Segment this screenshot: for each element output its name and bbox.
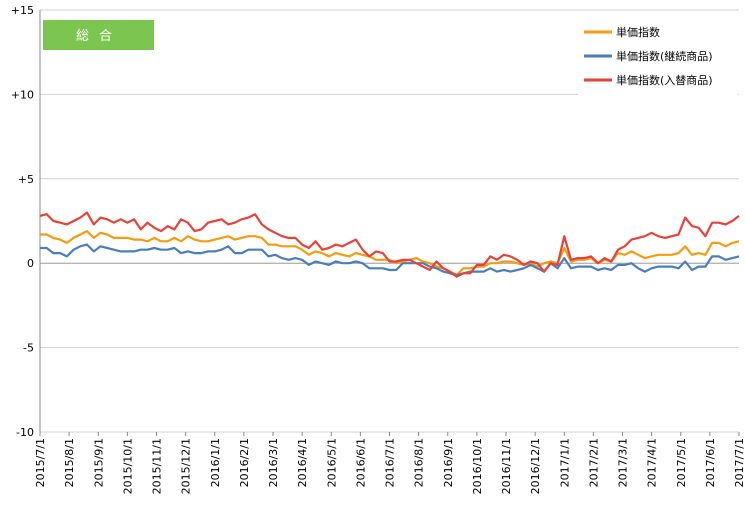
x-tick-label: 2015/12/1 bbox=[180, 438, 193, 494]
series-line-2 bbox=[40, 243, 740, 277]
y-tick-label: +15 bbox=[11, 4, 34, 17]
x-tick-label: 2015/8/1 bbox=[63, 438, 76, 487]
x-tick-label: 2016/8/1 bbox=[413, 438, 426, 487]
x-tick-label: 2016/5/1 bbox=[325, 438, 338, 487]
chart-badge-text: 総合 bbox=[76, 29, 122, 44]
legend-label: 単価指数 bbox=[616, 25, 660, 39]
x-tick-label: 2016/9/1 bbox=[442, 438, 455, 487]
x-tick-label: 2017/5/1 bbox=[675, 438, 688, 487]
chart-badge: 総合 bbox=[43, 20, 154, 50]
chart-badge-background bbox=[43, 20, 154, 50]
x-tick-labels: 2015/7/1 2015/8/1 2015/9/1 2015/10/1 2015/11… bbox=[34, 432, 745, 494]
x-tick-label: 2016/11/1 bbox=[500, 438, 513, 494]
x-tick-label: 2017/2/1 bbox=[587, 438, 600, 487]
x-tick-label: 2017/1/1 bbox=[558, 438, 571, 487]
x-tick-label: 2016/2/1 bbox=[238, 438, 251, 487]
series-lines bbox=[39, 211, 740, 278]
x-tick-label: 2015/10/1 bbox=[121, 438, 134, 494]
x-tick-label: 2017/4/1 bbox=[646, 438, 659, 487]
gridlines bbox=[40, 9, 739, 433]
x-tick-label: 2016/4/1 bbox=[296, 438, 309, 487]
y-tick-label: +10 bbox=[11, 88, 34, 101]
y-tick-label: 0 bbox=[27, 257, 34, 270]
x-tick-label: 2016/12/1 bbox=[529, 438, 542, 494]
y-tick-label: -10 bbox=[16, 426, 34, 439]
series-line-1 bbox=[40, 230, 740, 277]
x-tick-label: 2016/10/1 bbox=[471, 438, 484, 494]
x-tick-label: 2016/6/1 bbox=[354, 438, 367, 487]
x-tick-label: 2017/6/1 bbox=[704, 438, 717, 487]
x-tick-label: 2016/7/1 bbox=[384, 438, 397, 487]
y-tick-labels: -10 -5 0 +5 +10 +15 bbox=[11, 4, 34, 439]
x-tick-label: 2015/9/1 bbox=[92, 438, 105, 487]
x-tick-label: 2016/1/1 bbox=[209, 438, 222, 487]
x-tick-label: 2017/7/1 bbox=[733, 438, 745, 487]
x-tick-label: 2015/11/1 bbox=[151, 438, 164, 494]
series-line-3 bbox=[39, 211, 740, 278]
x-tick-label: 2017/3/1 bbox=[617, 438, 630, 487]
legend-label: 単価指数(継続商品) bbox=[616, 49, 713, 63]
legend-label: 単価指数(入替商品) bbox=[616, 73, 713, 87]
y-tick-label: -5 bbox=[23, 342, 34, 355]
y-tick-label: +5 bbox=[18, 173, 34, 186]
x-tick-label: 2015/7/1 bbox=[34, 438, 47, 487]
x-tick-label: 2016/3/1 bbox=[267, 438, 280, 487]
